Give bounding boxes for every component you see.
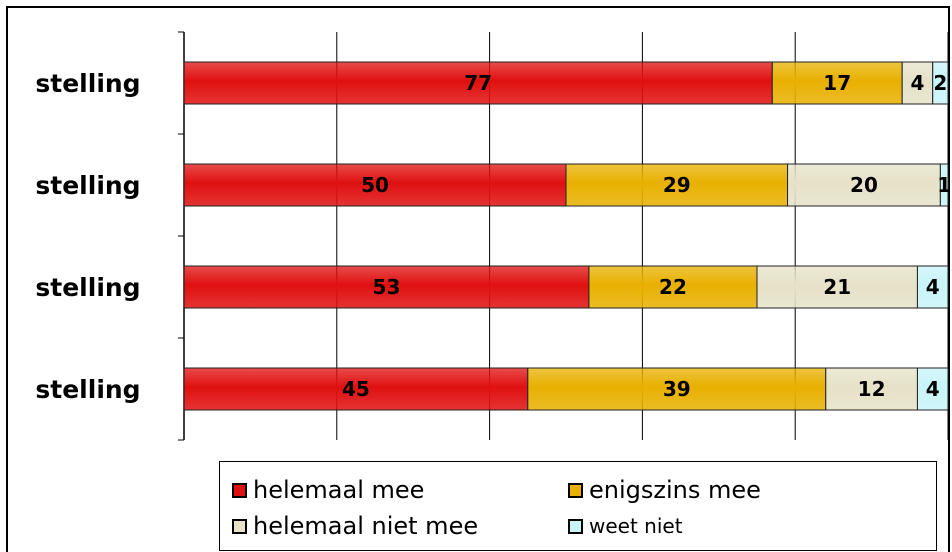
bar-segment (932, 61, 949, 105)
bar-segment (183, 265, 590, 309)
legend-item: helemaal niet mee (232, 512, 478, 540)
bar-value-label: 4 (910, 71, 924, 95)
bar-value-label: 50 (361, 173, 389, 197)
category-label: stelling (35, 273, 140, 302)
legend-item: helemaal mee (232, 476, 424, 504)
legend-label: weet niet (589, 514, 683, 538)
legend-label: enigszins mee (589, 476, 761, 504)
bar-segment (901, 61, 934, 105)
bar-value-label: 45 (342, 377, 370, 401)
bar-value-label: 20 (850, 173, 878, 197)
bar-value-label: 53 (373, 275, 401, 299)
bar-value-label: 29 (663, 173, 691, 197)
bar-segment (771, 61, 903, 105)
legend-item: weet niet (568, 514, 683, 538)
legend-swatch (232, 482, 247, 498)
bar-segment (527, 367, 827, 411)
bar-value-label: 39 (663, 377, 691, 401)
bar-segment (916, 367, 949, 411)
legend-swatch (568, 518, 583, 534)
legend: helemaal mee enigszins mee helemaal niet… (219, 461, 937, 551)
bar-group: 77 17 4 250 29 20 153 22 21 445 39 12 4 (183, 61, 951, 411)
category-label: stelling (35, 171, 140, 200)
bar-value-label: 12 (858, 377, 886, 401)
bar-segment (916, 265, 949, 309)
bar-value-label: 1 (937, 173, 951, 197)
bar-value-label: 21 (823, 275, 851, 299)
category-label: stelling (35, 69, 140, 98)
legend-item: enigszins mee (568, 476, 761, 504)
category-label: stelling (35, 375, 140, 404)
chart-frame (6, 6, 950, 552)
bar-value-label: 77 (464, 71, 492, 95)
bar-segment (787, 163, 941, 207)
bar-segment (183, 61, 773, 105)
bar-value-label: 2 (933, 71, 947, 95)
bar-segment (756, 265, 918, 309)
bar-segment (939, 163, 949, 207)
bar-segment (183, 367, 529, 411)
category-labels: stelling stelling stelling stelling (35, 69, 140, 404)
bar-value-label: 4 (926, 377, 940, 401)
legend-swatch (568, 482, 583, 498)
bar-segment (825, 367, 918, 411)
bar-value-label: 4 (926, 275, 940, 299)
bar-value-label: 22 (659, 275, 687, 299)
legend-swatch (232, 518, 247, 534)
legend-label: helemaal mee (253, 476, 425, 504)
bar-segment (183, 163, 567, 207)
bar-segment (565, 163, 789, 207)
legend-label: helemaal niet mee (253, 512, 479, 540)
bar-value-label: 17 (823, 71, 851, 95)
